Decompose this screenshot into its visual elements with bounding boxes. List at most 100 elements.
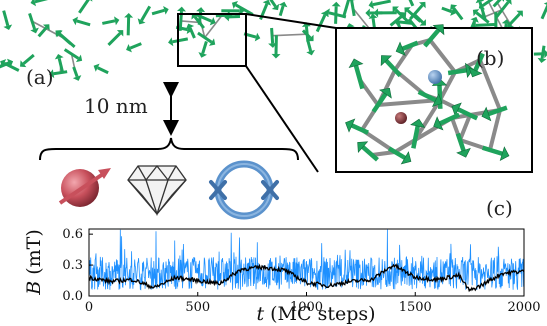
- inset-spin-arrowhead: [499, 146, 510, 162]
- y-tick-label: 0.3: [62, 258, 83, 273]
- inset-spin-arrowhead: [348, 58, 364, 69]
- inset-spin-arrow: [423, 28, 441, 48]
- inset-bond: [413, 98, 442, 142]
- series-smoothed-line: [89, 263, 524, 293]
- y-tick-label: 0.0: [62, 289, 83, 304]
- inset-spin-arrow: [473, 52, 485, 72]
- lattice-bond: [482, 8, 503, 19]
- spin-arrow: [441, 6, 453, 14]
- spin-arrow: [97, 66, 109, 75]
- spin-arrow: [195, 12, 213, 23]
- spin-arrowhead: [271, 3, 280, 11]
- inset-spin-arrow: [481, 145, 503, 156]
- spin-arrow: [193, 15, 205, 29]
- superconducting-ring-icon: [209, 160, 279, 220]
- spin-arrow: [34, 0, 49, 4]
- spin-arrowhead: [392, 6, 399, 13]
- spin-arrow: [398, 20, 413, 25]
- spin-arrow: [540, 4, 547, 20]
- inset-spin-cluster: [345, 24, 510, 165]
- spin-arrowhead: [368, 13, 378, 19]
- spin-arrow: [197, 31, 213, 44]
- spin-arrowhead: [516, 10, 523, 17]
- spin-arrowhead: [419, 19, 426, 26]
- lattice-bond: [204, 15, 223, 39]
- spin-arrow: [3, 61, 20, 72]
- lattice-bond: [180, 20, 200, 24]
- spin-arrowhead: [399, 11, 407, 19]
- spin-arrowhead: [42, 24, 50, 31]
- blue-site-sphere: [428, 70, 442, 84]
- spin-arrowhead: [116, 30, 124, 37]
- inset-spin-arrowhead: [456, 147, 471, 158]
- spin-arrow: [57, 58, 64, 72]
- spin-arrow: [409, 4, 424, 20]
- spin-arrow: [53, 70, 68, 76]
- spin-arrowhead: [404, 7, 411, 14]
- spin-arrow: [315, 14, 327, 33]
- x-tick-label: 500: [185, 300, 210, 315]
- spin-arrow: [406, 9, 422, 23]
- spin-arrow: [270, 27, 275, 44]
- spin-arrowhead: [72, 75, 82, 81]
- inset-spin-arrowhead: [468, 66, 483, 78]
- inset-bond: [370, 150, 397, 157]
- spin-arrowhead: [278, 1, 288, 8]
- spin-arrowhead: [54, 53, 64, 60]
- spin-arrow: [269, 0, 277, 8]
- spin-arrow: [188, 27, 196, 39]
- inset-spin-arrow: [487, 105, 508, 117]
- spin-arrowhead: [30, 0, 37, 7]
- panel-label-c: (c): [486, 196, 513, 220]
- inset-spin-arrowhead: [379, 87, 392, 99]
- spin-arrow: [507, 12, 521, 28]
- spin-arrowhead: [501, 19, 511, 25]
- inset-bond: [376, 98, 442, 107]
- inset-spin-arrow: [387, 146, 407, 160]
- spin-arrowhead: [347, 0, 356, 2]
- spin-arrow: [28, 12, 37, 30]
- inset-spin-arrowhead: [481, 106, 492, 122]
- x-tick-label: 0: [85, 300, 93, 315]
- spin-arrowhead: [168, 37, 174, 47]
- spin-arrowhead: [368, 0, 374, 10]
- inset-bond: [488, 108, 502, 152]
- spin-arrow: [140, 5, 152, 22]
- series-raw-line: [89, 229, 524, 291]
- spin-arrow: [57, 32, 72, 45]
- spin-arrow: [235, 3, 254, 16]
- x-tick-label: 2000: [507, 300, 540, 315]
- inset-spin-arrowhead: [451, 102, 462, 117]
- inset-spin-arrow: [455, 132, 466, 152]
- curly-brace: [39, 137, 299, 161]
- inset-spin-arrowhead: [464, 62, 474, 78]
- y-tick-label: 0.6: [62, 227, 83, 242]
- spin-arrowhead: [3, 24, 13, 31]
- panel-label-a: (a): [26, 65, 54, 89]
- spin-arrow: [495, 1, 510, 18]
- inset-bond: [458, 113, 472, 142]
- spin-arrowhead: [163, 5, 169, 15]
- spin-arrow: [475, 23, 495, 27]
- spin-arrowhead: [231, 1, 239, 9]
- spin-arrowhead: [268, 43, 278, 48]
- inset-spin-arrowhead: [380, 55, 393, 67]
- spin-arrowhead: [537, 57, 547, 64]
- spin-arrowhead: [365, 8, 370, 18]
- red-site-sphere: [395, 112, 407, 124]
- spin-arrow: [22, 53, 35, 65]
- spin-arrowhead: [72, 16, 79, 26]
- diamond-icon: [127, 164, 187, 217]
- spin-arrow: [2, 10, 10, 27]
- spin-arrow: [540, 45, 546, 59]
- spin-arrowhead: [478, 2, 486, 10]
- inset-spin-arrow: [353, 65, 365, 90]
- inset-spin-arrowhead: [357, 141, 369, 154]
- spin-arrowhead: [450, 4, 458, 11]
- spin-arrow: [475, 11, 490, 24]
- spin-arrowhead: [124, 12, 134, 18]
- spin-arrowhead: [89, 0, 93, 2]
- spin-arrowhead: [49, 69, 55, 79]
- spin-arrow: [78, 0, 90, 14]
